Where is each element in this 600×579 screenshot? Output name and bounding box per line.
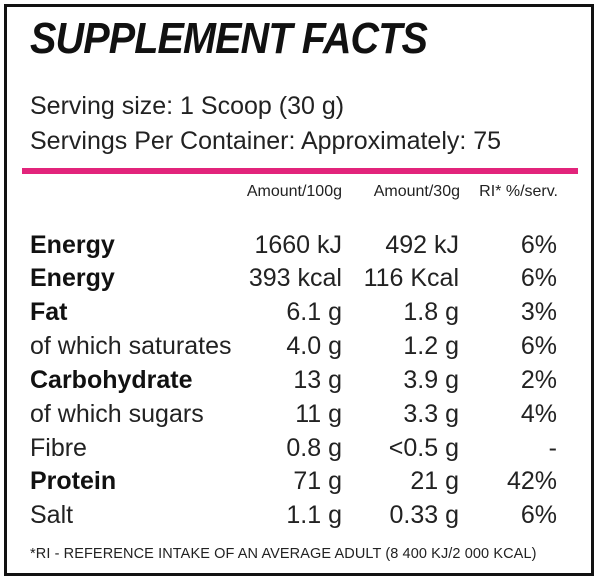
- table-row: Protein 71 g 21 g 42%: [0, 467, 600, 501]
- nutrient-name: Salt: [30, 501, 74, 529]
- nutrient-name: Energy: [30, 264, 115, 292]
- serving-size: Serving size: 1 Scoop (30 g): [30, 92, 345, 120]
- amount-per-100g: 13 g: [293, 366, 342, 394]
- amount-per-100g: 393 kcal: [248, 264, 342, 292]
- amount-per-30g: 0.33 g: [389, 501, 459, 529]
- column-header-per-30g: Amount/30g: [373, 183, 460, 200]
- ri-percent: 4%: [520, 400, 557, 428]
- amount-per-30g: 3.9 g: [403, 366, 459, 394]
- table-row: Energy 1660 kJ 492 kJ 6%: [0, 231, 600, 265]
- ri-percent: -: [548, 434, 557, 462]
- table-row: Carbohydrate 13 g 3.9 g 2%: [0, 366, 600, 400]
- amount-per-30g: 21 g: [410, 467, 459, 495]
- table-row: Fibre 0.8 g <0.5 g -: [0, 434, 600, 468]
- ri-percent: 2%: [520, 366, 557, 394]
- column-header-ri: RI* %/serv.: [479, 183, 558, 200]
- reference-intake-footnote: *RI - REFERENCE INTAKE OF AN AVERAGE ADU…: [30, 546, 537, 562]
- amount-per-100g: 1660 kJ: [254, 231, 342, 259]
- table-row: Fat 6.1 g 1.8 g 3%: [0, 298, 600, 332]
- amount-per-30g: 116 Kcal: [363, 264, 459, 292]
- amount-per-100g: 4.0 g: [286, 332, 342, 360]
- servings-per-container: Servings Per Container: Approximately: 7…: [30, 127, 502, 155]
- nutrient-name: of which sugars: [30, 400, 204, 428]
- nutrient-name: of which saturates: [30, 332, 232, 360]
- ri-percent: 6%: [520, 332, 557, 360]
- ri-percent: 6%: [520, 501, 557, 529]
- amount-per-100g: 0.8 g: [286, 434, 342, 462]
- ri-percent: 3%: [520, 298, 557, 326]
- nutrient-name: Energy: [30, 231, 115, 259]
- nutrient-name: Fat: [30, 298, 68, 326]
- amount-per-30g: <0.5 g: [388, 434, 459, 462]
- amount-per-30g: 1.8 g: [403, 298, 459, 326]
- nutrient-name: Carbohydrate: [30, 366, 193, 394]
- supplement-facts-panel: [4, 4, 594, 576]
- table-row: Energy 393 kcal 116 Kcal 6%: [0, 264, 600, 298]
- panel-title: SUPPLEMENT FACTS: [30, 14, 428, 63]
- nutrient-name: Fibre: [30, 434, 87, 462]
- amount-per-100g: 6.1 g: [286, 298, 342, 326]
- ri-percent: 42%: [506, 467, 557, 495]
- amount-per-30g: 3.3 g: [403, 400, 459, 428]
- table-row: Salt 1.1 g 0.33 g 6%: [0, 501, 600, 535]
- table-row: of which sugars 11 g 3.3 g 4%: [0, 400, 600, 434]
- amount-per-100g: 11 g: [295, 400, 342, 428]
- ri-percent: 6%: [520, 231, 557, 259]
- accent-divider: [22, 168, 578, 174]
- amount-per-100g: 71 g: [293, 467, 342, 495]
- nutrient-name: Protein: [30, 467, 117, 495]
- amount-per-30g: 492 kJ: [385, 231, 459, 259]
- ri-percent: 6%: [520, 264, 557, 292]
- amount-per-30g: 1.2 g: [403, 332, 459, 360]
- column-header-per-100g: Amount/100g: [246, 183, 342, 200]
- amount-per-100g: 1.1 g: [286, 501, 342, 529]
- table-row: of which saturates 4.0 g 1.2 g 6%: [0, 332, 600, 366]
